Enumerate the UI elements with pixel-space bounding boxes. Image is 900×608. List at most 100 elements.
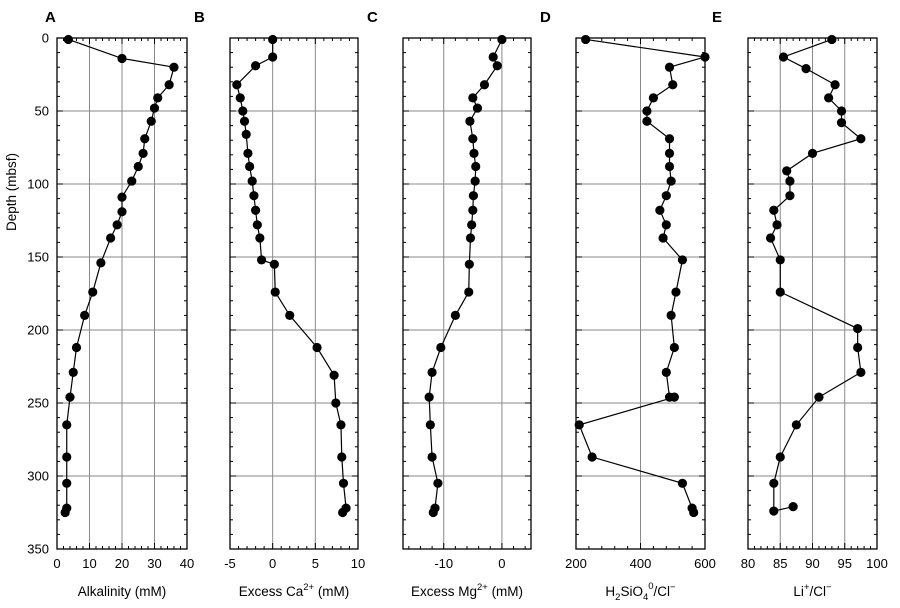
- x-axis-title: Alkalinity (mM): [78, 584, 167, 599]
- data-point: [106, 233, 116, 243]
- data-point: [587, 452, 597, 462]
- data-point: [836, 106, 847, 116]
- data-point: [146, 116, 156, 126]
- data-point: [470, 176, 480, 186]
- y-tick-label: 250: [27, 396, 49, 411]
- data-point: [329, 370, 339, 380]
- data-point: [801, 64, 811, 74]
- data-point: [60, 507, 70, 518]
- data-point: [65, 392, 75, 402]
- data-point: [469, 148, 479, 158]
- plot-frame: [575, 37, 706, 550]
- data-point: [497, 34, 507, 45]
- x-tick-label: 0: [269, 556, 276, 571]
- data-point: [428, 507, 438, 518]
- data-point: [465, 116, 475, 126]
- data-point: [853, 323, 863, 334]
- data-point: [574, 420, 584, 430]
- panel-letter-a: A: [45, 9, 56, 26]
- panel-d: D 200 400 600 H2SiO40/Cl−: [540, 9, 716, 603]
- data-point: [827, 34, 837, 45]
- y-axis-title: Depth (mbsf): [4, 153, 19, 231]
- x-tick-label: 0: [53, 556, 60, 571]
- data-point: [256, 255, 267, 265]
- data-point: [424, 392, 434, 402]
- data-point: [127, 176, 137, 186]
- data-point: [488, 52, 498, 62]
- data-point: [251, 61, 261, 71]
- data-point: [149, 103, 160, 113]
- data-point: [664, 161, 675, 172]
- data-point: [436, 342, 446, 353]
- data-point: [664, 62, 675, 72]
- x-tick-label: 400: [630, 556, 652, 571]
- x-tick-label: 90: [805, 556, 819, 571]
- data-point: [62, 478, 72, 488]
- data-point: [268, 34, 278, 45]
- y-tick-label: 0: [42, 31, 49, 46]
- x-axis-title: Excess Ca2+ (mM): [239, 582, 350, 599]
- data-point: [677, 255, 688, 265]
- data-point: [337, 452, 347, 462]
- panel-letter-e: E: [712, 9, 722, 26]
- data-point: [642, 106, 652, 116]
- x-tick-label: 10: [82, 556, 96, 571]
- data-point: [62, 452, 72, 462]
- data-point: [247, 176, 257, 186]
- plot-frame: [229, 37, 359, 550]
- x-tick-label: -10: [434, 556, 453, 571]
- y-tick-label: 350: [27, 542, 49, 557]
- data-point: [252, 220, 262, 230]
- y-tick-label: 300: [27, 469, 49, 484]
- data-point: [269, 259, 279, 269]
- data-point: [778, 52, 789, 62]
- y-tick-label: 150: [27, 250, 49, 265]
- data-point: [769, 205, 779, 215]
- data-point: [112, 220, 122, 230]
- x-tick-label: 10: [351, 556, 365, 571]
- data-point: [249, 191, 259, 201]
- data-point: [814, 392, 824, 402]
- data-point: [661, 220, 671, 230]
- x-axis-title: H2SiO40/Cl−: [605, 581, 676, 603]
- x-tick-label: 0: [498, 556, 505, 571]
- data-point: [338, 507, 348, 518]
- x-tick-label: 40: [180, 556, 194, 571]
- data-point: [138, 148, 148, 158]
- data-point: [468, 191, 478, 201]
- data-point: [468, 134, 478, 144]
- y-tick-label: 100: [27, 177, 49, 192]
- data-point: [791, 420, 801, 430]
- data-point: [68, 367, 78, 377]
- data-point: [153, 93, 163, 103]
- data-point: [117, 192, 127, 202]
- data-point: [677, 478, 688, 488]
- data-point: [239, 116, 250, 126]
- data-point: [425, 420, 435, 430]
- data-point: [140, 134, 150, 144]
- panel-letter-d: D: [540, 9, 551, 26]
- panel-a: A 0 10 20 30 40 0 50 100 150 200 250 300 350 Alkalinit…: [27, 9, 194, 599]
- data-point: [255, 233, 265, 243]
- data-point: [268, 52, 278, 62]
- x-tick-label: 20: [115, 556, 129, 571]
- data-point: [664, 148, 675, 158]
- data-point: [338, 478, 349, 488]
- data-point: [856, 367, 866, 377]
- data-point: [336, 420, 346, 430]
- panel-letter-c: C: [367, 9, 378, 26]
- data-point: [648, 93, 659, 103]
- data-point: [661, 191, 671, 201]
- data-point: [468, 93, 478, 103]
- data-point: [312, 342, 322, 353]
- x-tick-label: 30: [147, 556, 161, 571]
- panel-letter-b: B: [194, 9, 205, 26]
- series-line: [428, 39, 503, 513]
- x-tick-label: -5: [224, 556, 236, 571]
- data-point: [666, 310, 676, 320]
- data-point: [769, 478, 779, 488]
- panel-e: E 80 85 90 95 100 Li+/Cl−: [712, 9, 888, 599]
- data-point: [772, 220, 782, 230]
- data-point: [666, 176, 676, 186]
